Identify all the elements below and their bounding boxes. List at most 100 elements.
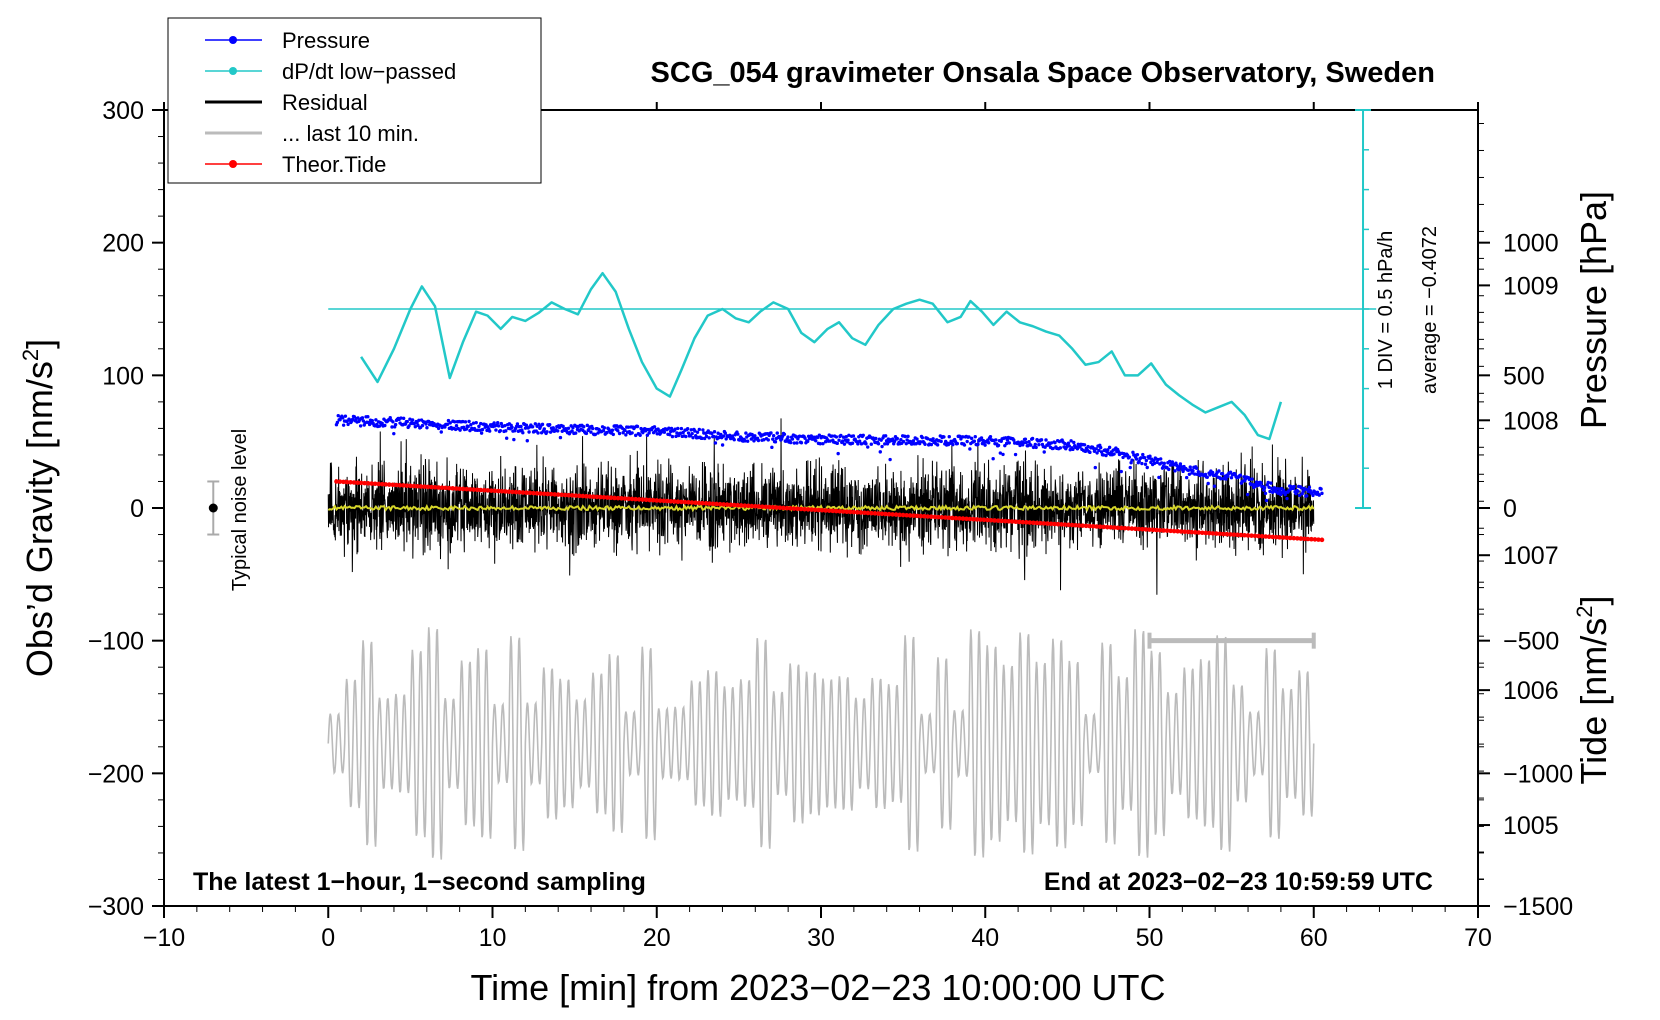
pressure-point <box>676 426 680 431</box>
pressure-point <box>1104 453 1108 458</box>
pressure-point <box>551 426 555 430</box>
pressure-point <box>771 434 776 438</box>
tide-point <box>1214 531 1219 536</box>
tide-point <box>422 484 427 489</box>
tide-point <box>724 502 730 507</box>
pressure-point <box>888 457 892 462</box>
pressure-point <box>498 428 503 433</box>
pressure-point <box>840 439 845 443</box>
pressure-point <box>1099 450 1104 454</box>
pressure-point <box>1212 484 1217 488</box>
y-tick-label: −100 <box>88 628 144 656</box>
tide-point <box>914 513 920 519</box>
pressure-point <box>834 435 839 439</box>
pressure-point <box>883 442 887 446</box>
pressure-point <box>736 432 740 436</box>
pressure-point <box>510 425 514 430</box>
pressure-point <box>634 433 638 438</box>
tide-point <box>967 516 973 522</box>
pressure-point <box>830 434 834 438</box>
pressure-point <box>601 428 606 433</box>
tide-point <box>506 489 512 494</box>
tide-point <box>960 516 966 521</box>
tide-point <box>1287 535 1293 541</box>
pressure-tick-label: 1006 <box>1503 677 1559 705</box>
pressure-point <box>453 427 458 432</box>
pressure-point <box>851 434 856 438</box>
pressure-point <box>710 431 714 436</box>
pressure-point <box>923 442 927 446</box>
pressure-point <box>1292 484 1296 489</box>
pressure-point <box>393 422 398 427</box>
tide-point <box>1016 519 1022 525</box>
tide-axis-ticks: 1000 500 0 −500 −1000 −1500 <box>1478 230 1573 921</box>
tide-point <box>1298 536 1304 541</box>
tide-point <box>376 481 382 487</box>
tide-point <box>457 486 462 492</box>
pressure-point <box>602 426 607 430</box>
tide-point <box>703 501 709 506</box>
tide-point <box>372 481 378 487</box>
tide-point <box>569 493 575 498</box>
tide-point <box>1235 532 1240 538</box>
pressure-point <box>786 435 790 439</box>
pressure-point <box>1266 480 1270 485</box>
tide-point <box>995 518 1001 523</box>
pressure-point <box>817 433 822 437</box>
pressure-point <box>1082 443 1087 447</box>
tide-point <box>1052 521 1057 527</box>
pressure-tick-label: 1005 <box>1503 812 1559 840</box>
tide-point <box>1189 529 1195 535</box>
pressure-point <box>1094 447 1098 451</box>
tide-point <box>489 488 494 493</box>
tide-point <box>1284 535 1290 541</box>
pressure-point <box>1092 449 1097 453</box>
x-tick-label: 20 <box>643 924 671 952</box>
tide-point <box>362 480 367 486</box>
tide-point <box>1175 528 1180 534</box>
pressure-point <box>689 428 693 432</box>
tide-point <box>411 483 417 489</box>
pressure-point <box>341 416 345 420</box>
pressure-point <box>739 436 744 440</box>
tide-point <box>1185 529 1191 535</box>
pressure-point <box>874 436 878 441</box>
pressure-point <box>1220 471 1225 476</box>
pressure-point <box>744 431 748 435</box>
tide-point <box>584 493 589 499</box>
pressure-point <box>892 439 897 444</box>
tide-point <box>865 510 871 516</box>
pressure-point <box>998 451 1003 455</box>
pressure-point <box>1004 441 1009 446</box>
x-tick-label: 50 <box>1136 924 1164 952</box>
pressure-point <box>675 431 679 435</box>
pressure-point <box>701 428 705 432</box>
pressure-point <box>1012 438 1016 442</box>
pressure-point <box>407 424 411 428</box>
tide-point <box>520 490 526 495</box>
pressure-point <box>492 421 496 425</box>
tide-point <box>693 500 698 506</box>
pressure-point <box>878 450 882 454</box>
tide-point <box>1157 527 1163 533</box>
pressure-point <box>857 439 862 443</box>
pressure-point <box>903 434 908 439</box>
tide-point <box>918 513 924 519</box>
pressure-point <box>806 439 810 444</box>
pressure-point <box>988 434 993 439</box>
tide-point <box>872 511 878 516</box>
tide-point <box>714 501 719 507</box>
tide-point <box>816 507 821 513</box>
pressure-point <box>684 434 688 439</box>
tide-point <box>946 515 952 521</box>
pressure-point <box>584 431 589 436</box>
pressure-point <box>1141 452 1145 457</box>
tide-axis-label-end: ] <box>1573 596 1614 606</box>
pressure-point <box>616 429 620 433</box>
pressure-point <box>1106 448 1110 452</box>
pressure-point <box>691 435 695 440</box>
tide-point <box>1291 535 1297 541</box>
tide-point <box>1309 536 1314 542</box>
pressure-point <box>906 434 910 439</box>
tide-point <box>717 501 723 507</box>
